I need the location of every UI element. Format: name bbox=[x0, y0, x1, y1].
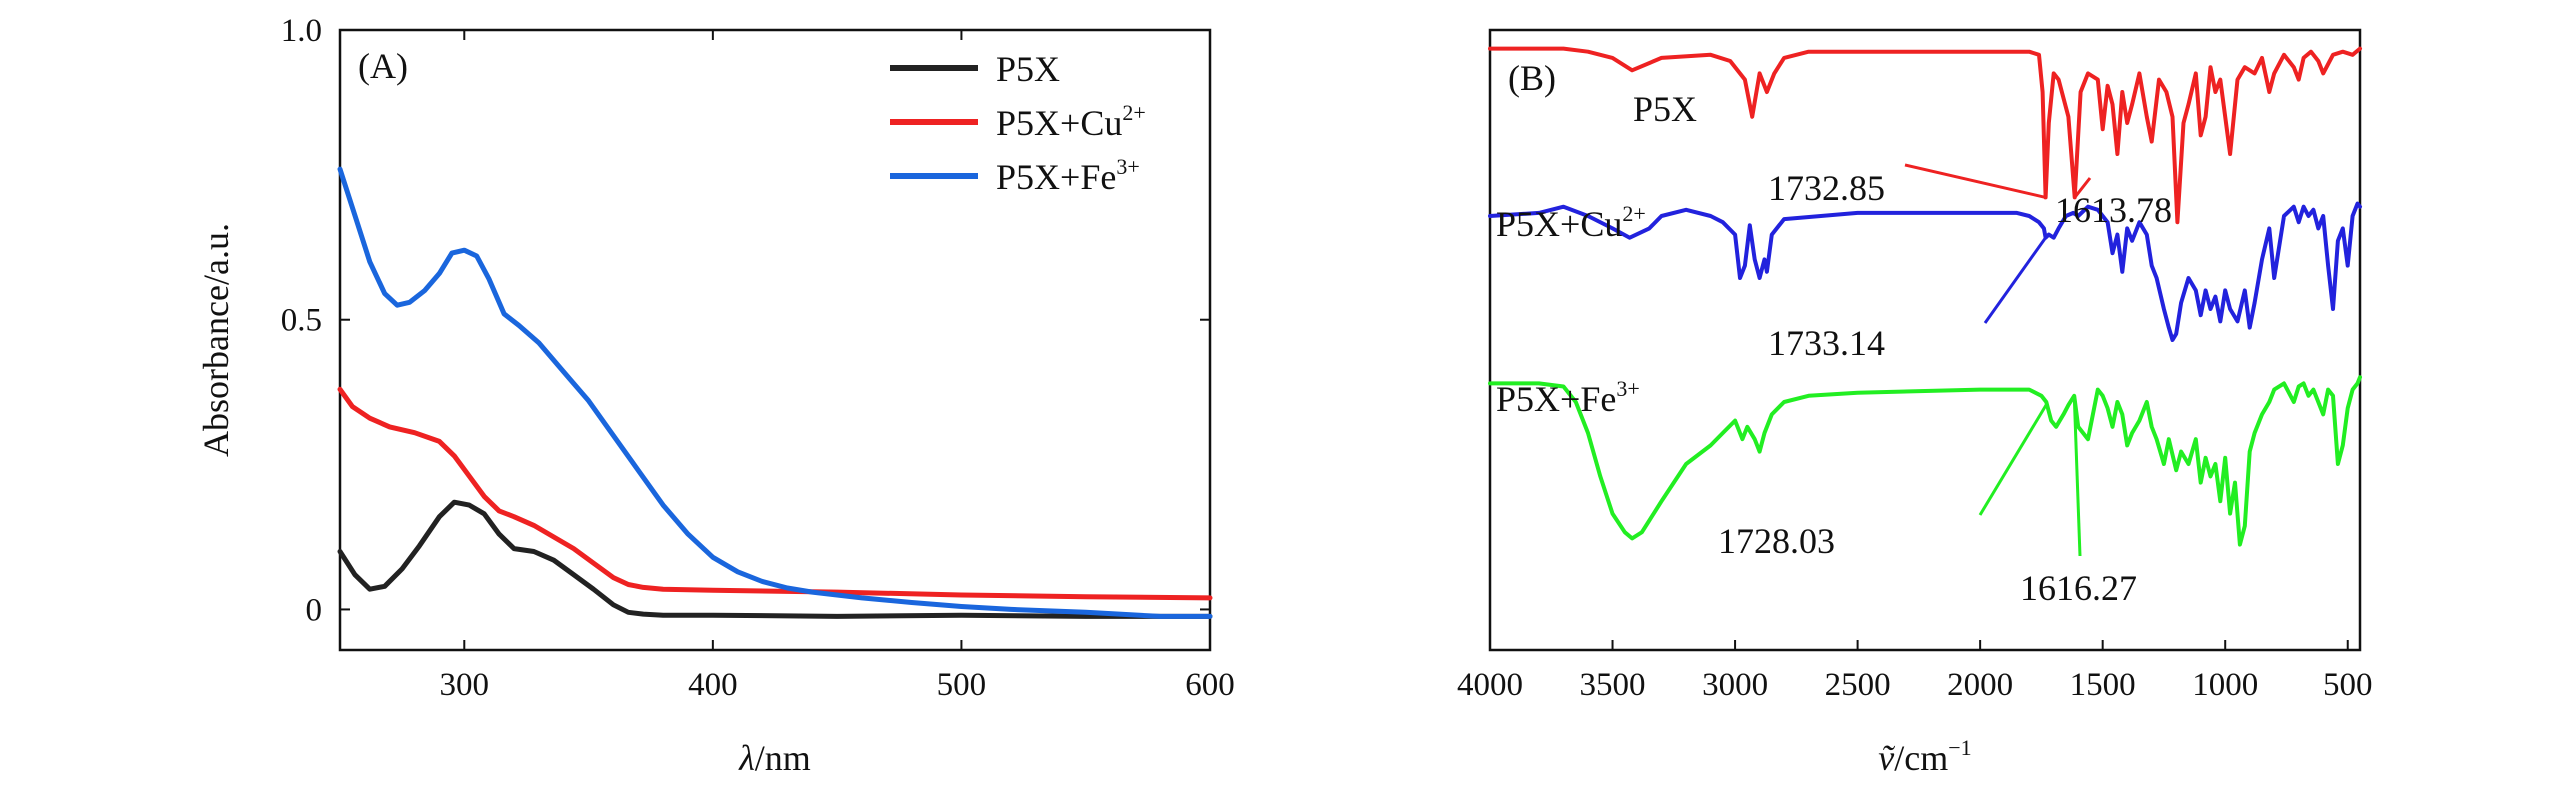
panel-b-annotations: 1732.85 1613.78 1733.14 1728.03 1616.27 bbox=[1718, 163, 2172, 608]
legend-label-p5x-cu: P5X+Cu2+ bbox=[996, 100, 1146, 143]
ir-line-p5x-fe3 bbox=[1488, 375, 2362, 547]
panel-b-x-tick-label: 1500 bbox=[2070, 667, 2136, 703]
panel-b-x-label-unit: /cm bbox=[1894, 738, 1948, 778]
panel-b-frame bbox=[1488, 28, 2362, 652]
panel-b-x-tick-label: 1000 bbox=[2192, 667, 2258, 703]
panel-a-x-label-unit: /nm bbox=[755, 738, 811, 778]
annotation-label: 1732.85 bbox=[1768, 168, 1885, 208]
panel-b-x-tick-label: 2500 bbox=[1825, 667, 1891, 703]
panel-a-ticks: 300 400 500 600 0 0.5 1.0 bbox=[281, 13, 1235, 703]
panel-b-x-label-symbol: ṽ bbox=[1878, 738, 1895, 778]
panel-a-x-tick-label: 500 bbox=[937, 667, 987, 703]
panel-a-y-tick-label: 1.0 bbox=[281, 13, 322, 49]
panel-a-label: (A) bbox=[358, 46, 408, 86]
annotation-label: 1616.27 bbox=[2020, 568, 2137, 608]
panel-b-ticks: 4000 3500 3000 2500 2000 1500 1000 500 bbox=[1457, 640, 2372, 703]
panel-a-y-tick-label: 0.5 bbox=[281, 303, 322, 339]
annotation-label: 1728.03 bbox=[1718, 521, 1835, 561]
legend-label-p5x: P5X bbox=[996, 49, 1060, 89]
panel-a-y-tick-label: 0 bbox=[306, 592, 323, 628]
panel-a-y-label: Absorbance/a.u. bbox=[196, 223, 236, 457]
annotation-leader-line bbox=[1904, 163, 2046, 199]
panel-b-x-tick-label: 3500 bbox=[1580, 667, 1646, 703]
annotation-leader-line bbox=[2072, 395, 2082, 557]
panel-a-x-label-symbol: λ bbox=[738, 738, 755, 778]
panel-b-series bbox=[1488, 46, 2362, 547]
panel-b-x-tick-label: 4000 bbox=[1457, 667, 1523, 703]
panel-b-label: (B) bbox=[1508, 58, 1556, 98]
series-label-p5x-fe: P5X+Fe3+ bbox=[1496, 376, 1640, 419]
panel-b-x-tick-label: 2000 bbox=[1947, 667, 2013, 703]
panel-b-x-label: ṽ/cm−1 bbox=[1878, 735, 1971, 778]
panel-a-x-tick-label: 600 bbox=[1185, 667, 1235, 703]
series-label-p5x: P5X bbox=[1633, 89, 1697, 129]
annotation-leader-line bbox=[2073, 177, 2092, 199]
panel-b-x-tick-label: 3000 bbox=[1702, 667, 1768, 703]
panel-a-x-tick-label: 400 bbox=[688, 667, 738, 703]
annotation-leader-line bbox=[1978, 403, 2049, 516]
panel-a-series bbox=[337, 166, 1213, 619]
panel-b-x-label-unit-sup: −1 bbox=[1948, 735, 1971, 760]
series-line-p5x bbox=[337, 499, 1213, 619]
ir-line-p5x bbox=[1488, 46, 2362, 225]
annotation-label: 1613.78 bbox=[2055, 190, 2172, 230]
annotation-leader-line bbox=[1983, 236, 2047, 324]
series-line-p5x-cu2 bbox=[337, 386, 1213, 601]
ir-line-p5x-cu2 bbox=[1488, 201, 2362, 342]
annotation-label: 1733.14 bbox=[1768, 323, 1885, 363]
panel-a-x-tick-label: 300 bbox=[440, 667, 490, 703]
panel-a-x-label: λ/nm bbox=[738, 738, 811, 778]
panel-a-legend: P5X P5X+Cu2+ P5X+Fe3+ bbox=[890, 49, 1146, 197]
panel-b-x-tick-label: 500 bbox=[2323, 667, 2373, 703]
legend-label-p5x-fe: P5X+Fe3+ bbox=[996, 154, 1140, 197]
panel-a-frame bbox=[338, 28, 1212, 652]
series-label-p5x-cu: P5X+Cu2+ bbox=[1496, 201, 1646, 244]
series-line-p5x-fe3 bbox=[337, 166, 1213, 619]
panel-b: (B) 4000 3500 3000 2500 2000 1500 1000 500 1732… bbox=[1457, 28, 2372, 778]
